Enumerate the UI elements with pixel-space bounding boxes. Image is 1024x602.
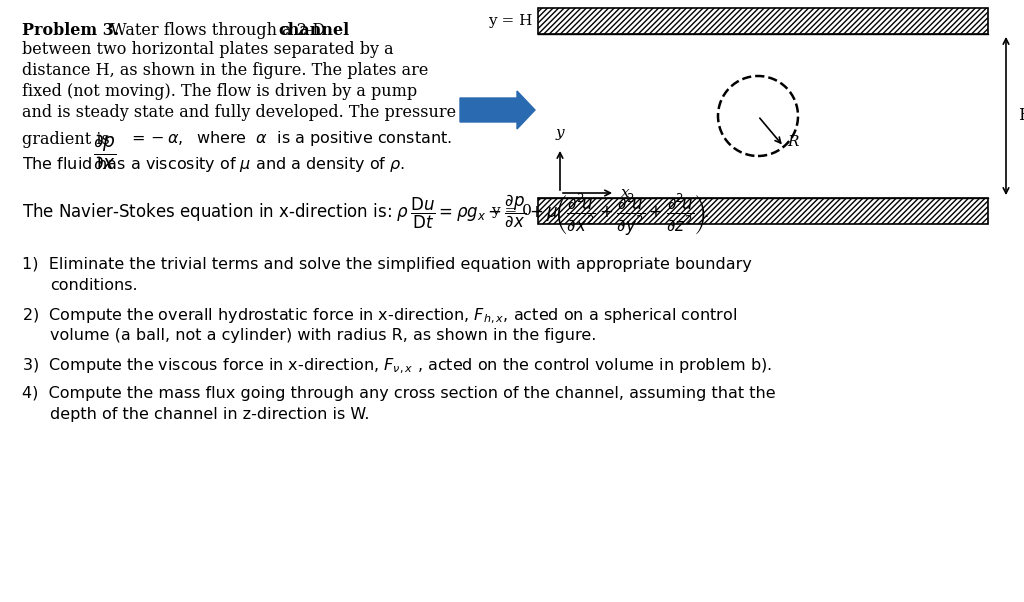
Text: $\dfrac{\partial p}{\partial x}$: $\dfrac{\partial p}{\partial x}$: [93, 133, 117, 172]
Text: conditions.: conditions.: [50, 278, 137, 293]
Text: The Navier-Stokes equation in x-direction is: $\rho\,\dfrac{\mathrm{D}u}{\mathrm: The Navier-Stokes equation in x-directio…: [22, 192, 710, 238]
Text: volume (a ball, not a cylinder) with radius R, as shown in the figure.: volume (a ball, not a cylinder) with rad…: [50, 328, 596, 343]
Text: The fluid has a viscosity of $\mu$ and a density of $\rho$.: The fluid has a viscosity of $\mu$ and a…: [22, 155, 406, 175]
Text: between two horizontal plates separated by a: between two horizontal plates separated …: [22, 41, 393, 58]
Text: fixed (not moving). The flow is driven by a pump: fixed (not moving). The flow is driven b…: [22, 83, 417, 100]
Text: $= -\alpha,$  where  $\alpha$  is a positive constant.: $= -\alpha,$ where $\alpha$ is a positiv…: [128, 129, 453, 149]
Text: 3)  Compute the viscous force in x-direction, $F_{\nu,x}$ , acted on the control: 3) Compute the viscous force in x-direct…: [22, 357, 772, 376]
Text: H: H: [1018, 108, 1024, 125]
Bar: [538, 34, 988, 198]
Text: y = 0: y = 0: [492, 204, 532, 218]
Text: 4)  Compute the mass flux going through any cross section of the channel, assumi: 4) Compute the mass flux going through a…: [22, 386, 775, 401]
Text: channel: channel: [278, 22, 349, 39]
Text: Water flows through a 2-D: Water flows through a 2-D: [100, 22, 331, 39]
Text: y = H: y = H: [487, 14, 532, 28]
Text: and is steady state and fully developed. The pressure: and is steady state and fully developed.…: [22, 104, 456, 121]
Text: y: y: [556, 126, 564, 140]
Bar: [538, 8, 988, 34]
Text: depth of the channel in z-direction is W.: depth of the channel in z-direction is W…: [50, 407, 370, 422]
Text: gradient is: gradient is: [22, 131, 110, 147]
Text: R: R: [787, 135, 799, 149]
Text: 2)  Compute the overall hydrostatic force in x-direction, $F_{h,x}$, acted on a : 2) Compute the overall hydrostatic force…: [22, 307, 737, 326]
Text: x: x: [621, 186, 630, 200]
Bar: [538, 198, 988, 224]
Text: 1)  Eliminate the trivial terms and solve the simplified equation with appropria: 1) Eliminate the trivial terms and solve…: [22, 257, 752, 272]
Text: distance H, as shown in the figure. The plates are: distance H, as shown in the figure. The …: [22, 62, 428, 79]
FancyArrow shape: [460, 91, 535, 129]
Text: Problem 3.: Problem 3.: [22, 22, 119, 39]
